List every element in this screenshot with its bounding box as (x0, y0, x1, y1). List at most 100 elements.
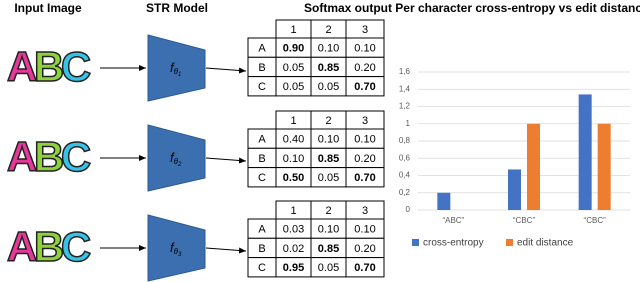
image-letter: C (61, 43, 91, 90)
model-label-part: f (170, 150, 175, 165)
chart-title: Per character cross-entropy vs edit dist… (395, 1, 640, 15)
table-value: 0.10 (318, 43, 339, 55)
table-value: 0.95 (283, 262, 304, 274)
table-column-header: 3 (362, 205, 368, 217)
table-row-label: B (258, 243, 265, 255)
model-trapezoid (147, 214, 206, 282)
y-tick-label: 0,8 (399, 136, 411, 145)
image-letter: C (61, 223, 91, 270)
arrow (205, 157, 247, 164)
model-label-part: f (170, 240, 175, 255)
model-label: fθ1 (170, 60, 181, 77)
table-value: 0.03 (283, 224, 304, 236)
table-column-header: 1 (290, 205, 296, 217)
table-value: 0.70 (354, 172, 375, 184)
table-value: 0.70 (354, 81, 375, 93)
image-letter: A (7, 43, 37, 90)
model-label-part: 3 (178, 252, 182, 258)
table-value: 0.20 (354, 153, 375, 165)
legend-label: edit distance (517, 238, 574, 249)
model-label-part: 1 (178, 72, 181, 78)
bar (508, 169, 521, 210)
table-value: 0.10 (318, 224, 339, 236)
table-value: 0.85 (318, 153, 339, 165)
table-value: 0.50 (283, 172, 304, 184)
y-tick-label: 1,4 (399, 84, 411, 93)
model-trapezoid (147, 34, 206, 102)
model-label: fθ3 (170, 240, 182, 257)
table-column-header: 1 (290, 115, 296, 127)
y-tick-label: 1 (406, 119, 411, 128)
model-label-part: θ (174, 247, 179, 256)
table-value: 0.02 (283, 243, 304, 255)
table-row-label: C (258, 262, 266, 274)
y-tick-label: 0,4 (399, 171, 411, 180)
table-value: 0.05 (283, 81, 304, 93)
table-value: 0.90 (283, 43, 304, 55)
table-row-label: B (258, 153, 265, 165)
table-value: 0.70 (354, 262, 375, 274)
image-letter: B (34, 223, 64, 270)
table-column-header: 3 (362, 115, 368, 127)
table-row-label: C (258, 172, 266, 184)
table-value: 0.85 (318, 243, 339, 255)
table-value: 0.05 (318, 81, 339, 93)
model-label-part: θ (174, 157, 179, 166)
table-value: 0.10 (354, 134, 375, 146)
table-row-label: B (258, 62, 265, 74)
image-letter: C (61, 133, 91, 180)
bar (597, 123, 611, 210)
arrow (205, 67, 247, 74)
bar (527, 123, 540, 210)
header-softmax: Softmax output (304, 1, 392, 15)
image-letter: A (7, 133, 37, 180)
model-label-part: 2 (177, 162, 182, 168)
y-tick-label: 0 (406, 205, 411, 214)
table-value: 0.85 (318, 62, 339, 74)
model-label-part: θ (174, 67, 179, 76)
bar (578, 94, 592, 210)
table-cell (345, 76, 385, 97)
table-column-header: 2 (325, 205, 331, 217)
table-row-label: A (258, 43, 266, 55)
y-tick-label: 0,6 (399, 153, 411, 162)
model-label-part: f (170, 60, 175, 75)
arrow (205, 247, 247, 254)
header-input: Input Image (14, 1, 82, 15)
table-row-label: C (258, 81, 266, 93)
legend-label: cross-entropy (423, 238, 484, 249)
table-value: 0.40 (283, 134, 304, 146)
y-tick-label: 1,6 (399, 67, 411, 76)
table-column-header: 1 (290, 24, 296, 36)
table-value: 0.20 (354, 62, 375, 74)
table-value: 0.05 (318, 262, 339, 274)
table-cell (345, 257, 385, 278)
model-label: fθ2 (170, 150, 182, 167)
legend-swatch (506, 239, 513, 246)
table-column-header: 2 (325, 24, 331, 36)
table-value: 0.10 (354, 43, 375, 55)
x-tick-label: “ABC” (442, 216, 464, 225)
image-letter: A (7, 223, 37, 270)
table-value: 0.10 (318, 134, 339, 146)
image-letter: B (34, 133, 64, 180)
legend-swatch (412, 239, 419, 246)
table-column-header: 3 (362, 24, 368, 36)
header-model: STR Model (146, 1, 208, 15)
x-tick-label: “CBC” (513, 216, 536, 225)
table-row-label: A (258, 134, 266, 146)
x-tick-label: “CBC” (584, 216, 607, 225)
table-cell (345, 167, 385, 188)
table-value: 0.10 (283, 153, 304, 165)
table-value: 0.10 (354, 224, 375, 236)
table-row-label: A (258, 224, 266, 236)
table-value: 0.05 (283, 62, 304, 74)
y-tick-label: 1,2 (399, 102, 411, 111)
y-tick-label: 0,2 (399, 188, 411, 197)
model-trapezoid (147, 124, 206, 192)
image-letter: B (34, 43, 64, 90)
table-column-header: 2 (325, 115, 331, 127)
table-value: 0.05 (318, 172, 339, 184)
bar (437, 192, 451, 210)
